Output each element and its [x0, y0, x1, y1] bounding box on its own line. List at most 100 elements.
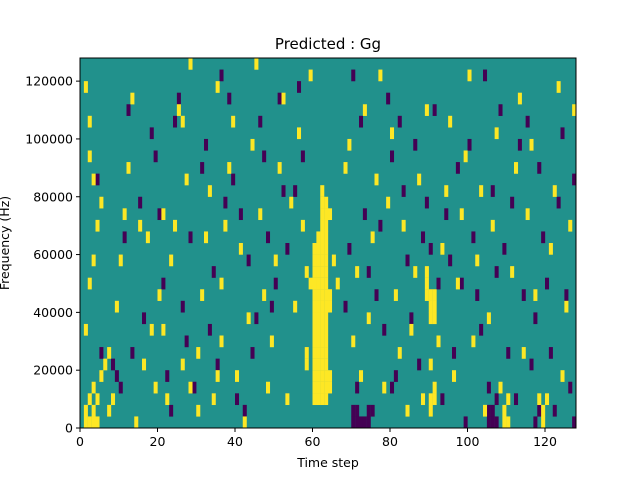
heatmap-cell-high [169, 254, 174, 267]
heatmap-cell-high [475, 254, 480, 267]
heatmap-cell-high [91, 173, 96, 186]
heatmap-cell-high [568, 219, 573, 232]
heatmap-cell-high [312, 289, 317, 301]
heatmap-cell-low [184, 335, 189, 348]
heatmap-cell-high [537, 393, 542, 406]
y-axis-label: Frequency (Hz) [0, 196, 12, 290]
heatmap-cell-low [300, 150, 305, 163]
heatmap-cell-high [153, 381, 158, 394]
heatmap-cell-high [204, 231, 209, 244]
heatmap-cell-high [502, 404, 507, 417]
heatmap-cell-high [281, 92, 286, 105]
heatmap-cell-high [320, 370, 325, 382]
heatmap-cell-high [87, 393, 92, 406]
heatmap-cell-high [316, 231, 321, 244]
heatmap-cell-low [351, 416, 356, 429]
heatmap-cell-high [304, 347, 309, 359]
heatmap-cell-high [541, 404, 546, 417]
heatmap-cell-low [118, 381, 123, 394]
heatmap-cell-high [238, 243, 243, 255]
heatmap-cell-high [320, 254, 325, 267]
x-tick-label: 80 [382, 434, 398, 449]
heatmap-cell-high [118, 254, 123, 267]
heatmap-cell-low [494, 416, 499, 429]
x-tick-label: 120 [533, 434, 557, 449]
heatmap-cell-low [246, 254, 251, 267]
heatmap-cell-high [320, 335, 325, 348]
heatmap-cell-high [378, 69, 383, 82]
heatmap-cell-high [95, 416, 100, 429]
heatmap-cell-low [552, 404, 557, 417]
heatmap-cell-low [452, 347, 457, 359]
heatmap-cell-high [316, 312, 321, 325]
heatmap-cell-high [324, 219, 329, 232]
heatmap-cell-high [254, 58, 259, 70]
heatmap-cell-high [103, 358, 108, 371]
heatmap-cell-high [266, 381, 271, 394]
heatmap-cell-high [328, 300, 333, 313]
heatmap-cell-high [180, 115, 185, 128]
heatmap-cell-low [471, 231, 476, 244]
heatmap-cell-high [328, 381, 333, 394]
heatmap-cell-high [533, 289, 538, 301]
heatmap-cell-high [316, 381, 321, 394]
heatmap-cell-low [529, 358, 534, 371]
heatmap-cell-low [359, 115, 364, 128]
heatmap-cell-high [324, 323, 329, 336]
heatmap-cell-high [83, 416, 88, 429]
heatmap-cell-low [351, 404, 356, 417]
heatmap-cell-high [424, 289, 429, 301]
heatmap-cell-high [405, 404, 410, 417]
heatmap-cell-high [91, 381, 96, 394]
heatmap-cell-low [130, 347, 135, 359]
heatmap-cell-high [215, 81, 220, 93]
heatmap-cell-low [126, 104, 131, 116]
heatmap-cell-low [235, 393, 240, 406]
heatmap-cell-high [324, 266, 329, 278]
heatmap-cell-low [242, 404, 247, 417]
heatmap-cell-low [374, 289, 379, 301]
heatmap-cell-high [312, 381, 317, 394]
heatmap-cell-high [250, 138, 255, 151]
y-tick-label: 80000 [33, 189, 73, 204]
heatmap-cell-low [192, 381, 197, 394]
heatmap-cell-high [366, 312, 371, 325]
heatmap-cell-high [273, 254, 278, 267]
heatmap-cell-high [161, 208, 166, 221]
heatmap-cell-low [382, 323, 387, 336]
heatmap-cell-low [227, 92, 232, 105]
heatmap-cell-high [262, 289, 267, 301]
heatmap-cell-low [238, 208, 243, 221]
heatmap-cell-low [223, 196, 228, 209]
heatmap-cell-low [95, 173, 100, 186]
heatmap-cell-high [320, 277, 325, 290]
heatmap-cell-low [514, 393, 519, 406]
heatmap-cell-high [316, 358, 321, 371]
y-tick-label: 0 [65, 421, 73, 436]
heatmap-cell-high [308, 69, 313, 82]
heatmap-cell-low [355, 416, 360, 429]
heatmap-cell-high [312, 393, 317, 406]
heatmap-cell-high [320, 300, 325, 313]
heatmap-cell-high [409, 323, 414, 336]
heatmap-cell-high [432, 381, 437, 394]
heatmap-cell-high [359, 370, 364, 382]
heatmap-cell-low [165, 370, 170, 382]
heatmap-cell-high [320, 358, 325, 371]
heatmap-cell-low [122, 231, 127, 244]
heatmap-cell-high [483, 404, 488, 417]
heatmap-cell-high [572, 104, 577, 116]
heatmap-cell-high [320, 393, 325, 406]
heatmap-cell-low [533, 312, 538, 325]
heatmap-cell-high [424, 104, 429, 116]
heatmap-cell-high [324, 243, 329, 255]
y-tick-label: 40000 [33, 305, 73, 320]
heatmap-cell-high [428, 312, 433, 325]
heatmap-cell-low [351, 69, 356, 82]
heatmap-cell-high [320, 347, 325, 359]
x-axis-label: Time step [296, 455, 359, 470]
heatmap-cell-high [312, 243, 317, 255]
heatmap-cell-high [312, 277, 317, 290]
heatmap-cell-high [107, 404, 112, 417]
